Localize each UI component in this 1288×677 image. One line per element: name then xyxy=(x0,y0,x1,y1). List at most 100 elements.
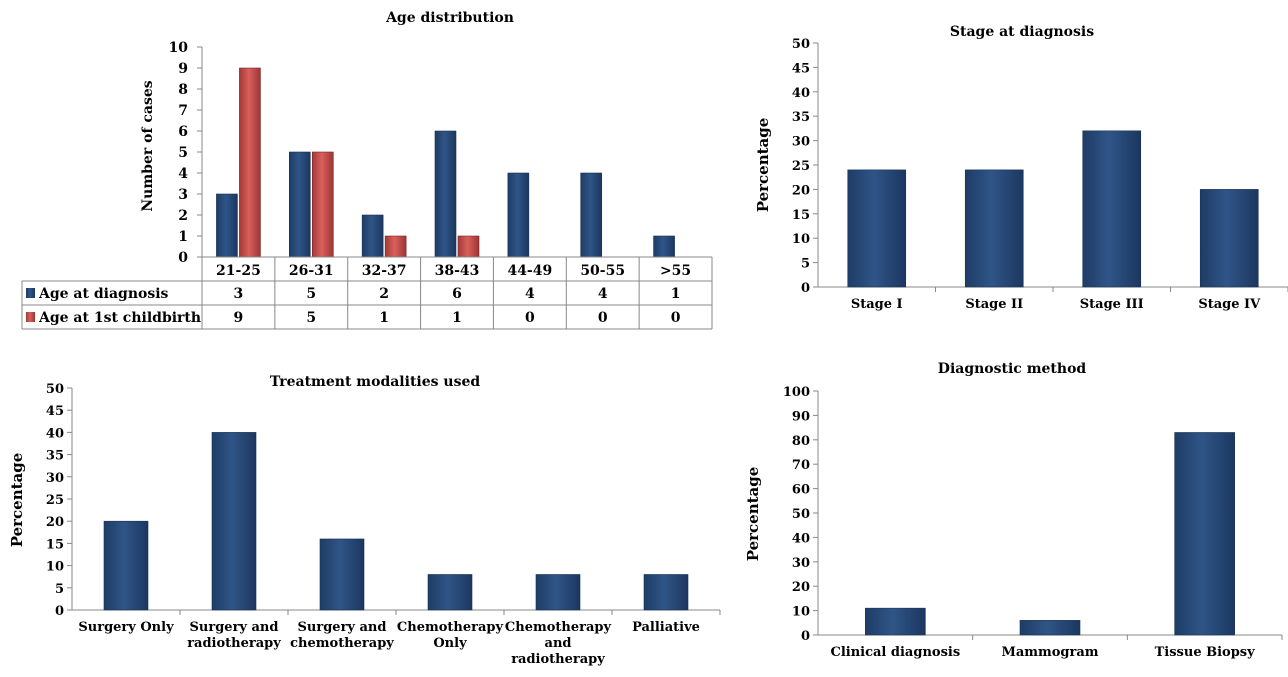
category-label: 50-55 xyxy=(580,263,625,279)
bar xyxy=(239,67,261,258)
y-tick-label: 50 xyxy=(792,37,810,52)
y-tick-label: 35 xyxy=(46,449,64,464)
stage-chart-ylabel: Percentage xyxy=(754,118,772,213)
y-tick-label: 10 xyxy=(46,560,64,575)
y-tick-label: 25 xyxy=(792,159,810,174)
y-tick-label: 90 xyxy=(792,409,810,424)
bar xyxy=(103,520,149,611)
bar xyxy=(288,151,311,258)
bar xyxy=(1019,620,1081,636)
y-tick-label: 0 xyxy=(801,281,810,296)
bar xyxy=(384,235,407,258)
y-tick-label: 20 xyxy=(792,580,810,595)
y-tick-label: 0 xyxy=(801,629,810,644)
treatment-modalities-chart: Treatment modalities used Percentage 0 5 1… xyxy=(8,374,721,667)
y-tick-label: 45 xyxy=(792,61,810,76)
bar xyxy=(211,432,257,611)
bar xyxy=(434,130,457,258)
y-tick-label: 2 xyxy=(178,208,188,224)
x-tick-label: Chemotherapy and radiotherapy xyxy=(505,620,612,667)
x-tick-label: Chemotherapy Only xyxy=(397,620,504,651)
y-tick-label: 30 xyxy=(792,556,810,571)
y-tick-label: 45 xyxy=(46,404,64,419)
bar xyxy=(216,193,238,258)
table-cell: 4 xyxy=(598,286,608,302)
y-tick-label: 15 xyxy=(46,537,64,552)
y-tick-label: 50 xyxy=(792,507,810,522)
bar xyxy=(427,574,473,611)
table-cell: 5 xyxy=(306,310,316,326)
y-tick-label: 30 xyxy=(46,471,64,486)
y-tick-label: 10 xyxy=(792,232,810,247)
diagnostic-chart-title: Diagnostic method xyxy=(938,361,1087,377)
table-cell: 0 xyxy=(525,310,535,326)
y-tick-label: 35 xyxy=(792,110,810,125)
y-tick-label: 40 xyxy=(792,531,810,546)
y-tick-label: 10 xyxy=(169,40,189,56)
table-cell: 6 xyxy=(452,286,462,302)
y-tick-label: 25 xyxy=(46,493,64,508)
y-tick-label: 7 xyxy=(178,103,188,119)
category-label: 44-49 xyxy=(507,263,552,279)
table-cell: 5 xyxy=(306,286,316,302)
x-tick-label: Surgery Only xyxy=(78,620,174,635)
bar xyxy=(535,574,581,611)
table-cell: 0 xyxy=(598,310,608,326)
table-cell: 1 xyxy=(379,310,389,326)
y-tick-label: 5 xyxy=(178,145,188,161)
y-tick-label: 40 xyxy=(792,86,810,101)
y-tick-label: 8 xyxy=(178,82,188,98)
bar xyxy=(580,172,603,258)
y-tick-label: 30 xyxy=(792,135,810,150)
x-tick-label: Mammogram xyxy=(1001,645,1098,660)
legend-swatch xyxy=(26,312,35,322)
y-tick-label: 0 xyxy=(178,250,188,266)
y-tick-label: 0 xyxy=(55,604,64,619)
x-tick-label: Tissue Biopsy xyxy=(1155,645,1256,660)
bar xyxy=(643,574,689,611)
legend-label: Age at 1st childbirth xyxy=(38,310,201,326)
treatment-chart-ylabel: Percentage xyxy=(8,453,26,548)
treatment-chart-title: Treatment modalities used xyxy=(270,374,481,390)
y-tick-label: 100 xyxy=(783,385,810,400)
table-cell: 9 xyxy=(234,310,244,326)
bar xyxy=(507,172,530,258)
y-tick-label: 6 xyxy=(178,124,188,140)
legend-swatch xyxy=(26,288,35,298)
table-cell: 4 xyxy=(525,286,535,302)
y-tick-label: 1 xyxy=(178,229,188,245)
x-tick-label: Surgery and radiotherapy xyxy=(187,620,281,651)
age-chart-ylabel: Number of cases xyxy=(140,80,156,211)
diagnostic-chart-ylabel: Percentage xyxy=(744,467,762,562)
y-tick-label: 3 xyxy=(178,187,188,203)
age-chart-title: Age distribution xyxy=(385,10,514,26)
x-tick-label: Stage II xyxy=(965,297,1023,312)
x-tick-label: Stage III xyxy=(1080,297,1144,312)
y-tick-label: 15 xyxy=(792,208,810,223)
age-distribution-chart: Age distribution Number of cases 0 1 2 3 4 5 6… xyxy=(21,10,713,330)
y-tick-label: 9 xyxy=(178,61,188,77)
y-tick-label: 60 xyxy=(792,483,810,498)
y-tick-label: 80 xyxy=(792,434,810,449)
diagnostic-method-chart: Diagnostic method Percentage 0 10 20 30 40 50… xyxy=(744,361,1283,660)
bar xyxy=(457,235,480,258)
category-label: 26-31 xyxy=(289,263,334,279)
y-tick-label: 70 xyxy=(792,458,810,473)
y-tick-label: 4 xyxy=(178,166,188,182)
y-tick-label: 20 xyxy=(46,515,64,530)
x-tick-label: Surgery and chemotherapy xyxy=(290,620,394,651)
x-tick-label: Clinical diagnosis xyxy=(830,645,960,660)
y-tick-label: 5 xyxy=(55,582,64,597)
table-cell: 1 xyxy=(452,310,462,326)
bar xyxy=(847,169,907,288)
table-cell: 1 xyxy=(671,286,681,302)
y-tick-label: 20 xyxy=(792,183,810,198)
table-cell: 0 xyxy=(671,310,681,326)
y-tick-label: 50 xyxy=(46,382,64,397)
y-tick-label: 5 xyxy=(801,257,810,272)
bar xyxy=(1082,130,1142,288)
category-label: 21-25 xyxy=(216,263,261,279)
category-label: 32-37 xyxy=(362,263,407,279)
y-tick-label: 40 xyxy=(46,426,64,441)
